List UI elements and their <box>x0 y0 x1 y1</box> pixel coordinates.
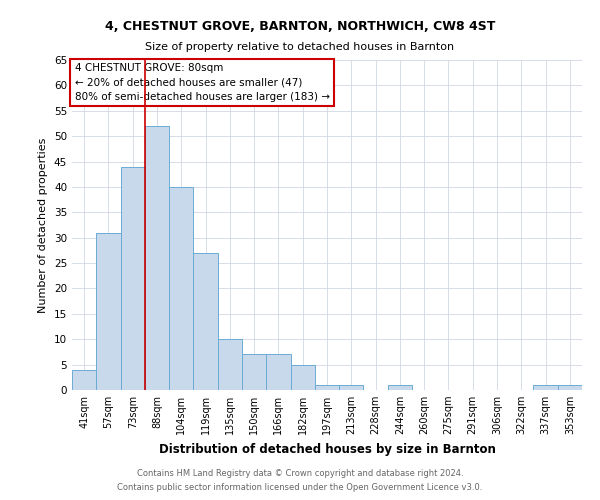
Bar <box>290 364 315 390</box>
Bar <box>533 385 558 390</box>
Text: Contains HM Land Registry data © Crown copyright and database right 2024.: Contains HM Land Registry data © Crown c… <box>137 468 463 477</box>
Text: Contains public sector information licensed under the Open Government Licence v3: Contains public sector information licen… <box>118 484 482 492</box>
Bar <box>169 187 193 390</box>
Bar <box>266 354 290 390</box>
Bar <box>558 385 582 390</box>
Bar <box>218 339 242 390</box>
Text: Size of property relative to detached houses in Barnton: Size of property relative to detached ho… <box>145 42 455 52</box>
Bar <box>96 232 121 390</box>
Bar <box>145 126 169 390</box>
X-axis label: Distribution of detached houses by size in Barnton: Distribution of detached houses by size … <box>158 442 496 456</box>
Bar <box>339 385 364 390</box>
Text: 4, CHESTNUT GROVE, BARNTON, NORTHWICH, CW8 4ST: 4, CHESTNUT GROVE, BARNTON, NORTHWICH, C… <box>105 20 495 33</box>
Bar <box>121 166 145 390</box>
Bar <box>72 370 96 390</box>
Bar <box>388 385 412 390</box>
Text: 4 CHESTNUT GROVE: 80sqm
← 20% of detached houses are smaller (47)
80% of semi-de: 4 CHESTNUT GROVE: 80sqm ← 20% of detache… <box>74 64 329 102</box>
Bar <box>193 253 218 390</box>
Y-axis label: Number of detached properties: Number of detached properties <box>38 138 49 312</box>
Bar <box>242 354 266 390</box>
Bar <box>315 385 339 390</box>
